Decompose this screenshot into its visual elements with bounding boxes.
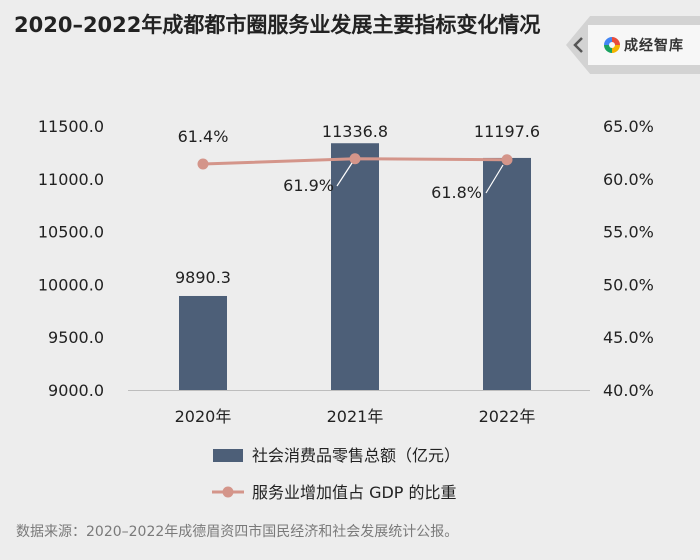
y-right-tick-label: 55.0%: [603, 223, 654, 242]
y-right-tick-label: 60.0%: [603, 170, 654, 189]
y-right-tick-label: 40.0%: [603, 381, 654, 400]
y-left-tick-label: 11500.0: [38, 117, 104, 136]
y-left-tick-label: 10000.0: [38, 275, 104, 294]
y-left-tick-label: 9500.0: [48, 328, 104, 347]
bar-value-label: 11336.8: [322, 122, 388, 141]
bar: [483, 157, 531, 390]
logo-icon: [604, 37, 620, 53]
x-tick-label: 2020年: [175, 407, 232, 426]
line-value-label: 61.9%: [283, 176, 334, 195]
legend-line-marker: [222, 486, 234, 498]
bar-value-label: 9890.3: [175, 268, 231, 287]
x-tick-label: 2022年: [479, 407, 536, 426]
line-point: [501, 154, 513, 166]
line-value-label: 61.4%: [178, 127, 229, 146]
legend-bar-label: 社会消费品零售总额（亿元）: [252, 446, 460, 465]
y-right-tick-label: 65.0%: [603, 117, 654, 136]
page-title: 2020–2022年成都都市圈服务业发展主要指标变化情况: [14, 13, 541, 37]
chevron-left-icon: [573, 37, 583, 53]
bar: [179, 295, 227, 390]
source-note: 数据来源：2020–2022年成德眉资四市国民经济和社会发展统计公报。: [16, 524, 459, 540]
legend-bar-swatch: [213, 449, 243, 462]
brand-card: 成经智库: [588, 25, 700, 65]
y-right-tick-label: 45.0%: [603, 328, 654, 347]
line-point: [197, 158, 209, 170]
line-value-label: 61.8%: [431, 183, 482, 202]
y-left-tick-label: 9000.0: [48, 381, 104, 400]
label-leader-line: [336, 162, 353, 187]
brand-badge: 成经智库: [566, 16, 700, 74]
y-right-tick-label: 50.0%: [603, 275, 654, 294]
y-left-tick-label: 11000.0: [38, 170, 104, 189]
line-point: [349, 153, 361, 165]
brand-name: 成经智库: [624, 38, 684, 54]
y-left-tick-label: 10500.0: [38, 223, 104, 242]
x-tick-label: 2021年: [327, 407, 384, 426]
legend-line-label: 服务业增加值占 GDP 的比重: [252, 483, 457, 502]
bar-value-label: 11197.6: [474, 122, 540, 141]
label-leader-line: [485, 164, 504, 194]
bar: [331, 143, 379, 390]
